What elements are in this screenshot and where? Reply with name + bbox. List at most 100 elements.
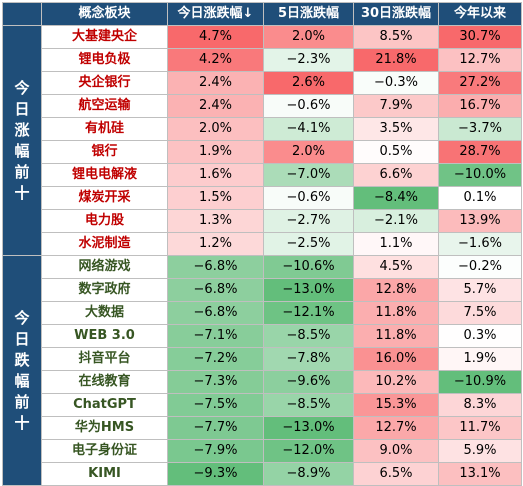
cell-30day-change: 0.5%: [353, 140, 439, 164]
cell-30day-change: 6.5%: [353, 462, 439, 486]
sector-name[interactable]: 数字政府: [41, 278, 168, 302]
cell-5day-change: −0.6%: [263, 94, 354, 118]
cell-30day-change: 9.0%: [353, 439, 439, 463]
table-row[interactable]: 数字政府 −6.8% −13.0% 12.8% 5.7%: [3, 278, 522, 302]
cell-5day-change: 2.6%: [263, 71, 354, 95]
cell-5day-change: −12.1%: [263, 301, 354, 325]
header-row: 概念板块 今日涨跌幅↓ 5日涨跌幅 30日涨跌幅 今年以来: [2, 2, 522, 26]
cell-30day-change: 21.8%: [353, 48, 439, 72]
sector-name[interactable]: 大基建央企: [41, 25, 168, 49]
sector-name[interactable]: 央企银行: [41, 71, 168, 95]
cell-ytd-change: 5.9%: [438, 439, 522, 463]
table-row[interactable]: 大数据 −6.8% −12.1% 11.8% 7.5%: [3, 301, 522, 325]
header-30day-change[interactable]: 30日涨跌幅: [353, 2, 439, 26]
table-row[interactable]: 在线教育 −7.3% −9.6% 10.2% −10.9%: [3, 370, 522, 394]
sector-name[interactable]: 网络游戏: [41, 255, 168, 279]
table-row[interactable]: 银行 1.9% 2.0% 0.5% 28.7%: [3, 140, 522, 164]
sector-name[interactable]: ChatGPT: [41, 393, 168, 417]
table-row[interactable]: 央企银行 2.4% 2.6% −0.3% 27.2%: [3, 71, 522, 95]
sector-name[interactable]: 抖音平台: [41, 347, 168, 371]
cell-5day-change: −12.0%: [263, 439, 354, 463]
cell-today-change: 2.4%: [167, 94, 264, 118]
sector-name[interactable]: WEB 3.0: [41, 324, 168, 348]
cell-30day-change: 1.1%: [353, 232, 439, 256]
cell-today-change: 1.2%: [167, 232, 264, 256]
cell-5day-change: −7.8%: [263, 347, 354, 371]
sector-name[interactable]: 银行: [41, 140, 168, 164]
cell-ytd-change: 30.7%: [438, 25, 522, 49]
sector-name[interactable]: 水泥制造: [41, 232, 168, 256]
sector-name[interactable]: 华为HMS: [41, 416, 168, 440]
cell-5day-change: −8.9%: [263, 462, 354, 486]
header-corner: [2, 2, 42, 26]
cell-today-change: −7.3%: [167, 370, 264, 394]
cell-today-change: −6.8%: [167, 278, 264, 302]
cell-5day-change: −7.0%: [263, 163, 354, 187]
table-row[interactable]: 华为HMS −7.7% −13.0% 12.7% 11.7%: [3, 416, 522, 440]
table-row[interactable]: 航空运输 2.4% −0.6% 7.9% 16.7%: [3, 94, 522, 118]
table-row[interactable]: 有机硅 2.0% −4.1% 3.5% −3.7%: [3, 117, 522, 141]
table-row[interactable]: 今日涨幅前十 大基建央企 4.7% 2.0% 8.5% 30.7%: [2, 25, 522, 256]
header-ytd-change[interactable]: 今年以来: [438, 2, 522, 26]
cell-ytd-change: 13.9%: [438, 209, 522, 233]
cell-5day-change: −2.3%: [263, 48, 354, 72]
cell-5day-change: 2.0%: [263, 25, 354, 49]
table-row[interactable]: 水泥制造 1.2% −2.5% 1.1% −1.6%: [3, 232, 522, 256]
sector-name[interactable]: 在线教育: [41, 370, 168, 394]
header-5day-change[interactable]: 5日涨跌幅: [263, 2, 354, 26]
cell-30day-change: 10.2%: [353, 370, 439, 394]
cell-5day-change: 2.0%: [263, 140, 354, 164]
cell-ytd-change: −3.7%: [438, 117, 522, 141]
table-row[interactable]: 煤炭开采 1.5% −0.6% −8.4% 0.1%: [3, 186, 522, 210]
table-row[interactable]: 电子身份证 −7.9% −12.0% 9.0% 5.9%: [3, 439, 522, 463]
group-label-text: 今日跌幅前十: [14, 308, 30, 432]
table-row[interactable]: 电力股 1.3% −2.7% −2.1% 13.9%: [3, 209, 522, 233]
sector-name[interactable]: 大数据: [41, 301, 168, 325]
cell-30day-change: 6.6%: [353, 163, 439, 187]
sector-name[interactable]: 煤炭开采: [41, 186, 168, 210]
table-row[interactable]: 今日跌幅前十 网络游戏 −6.8% −10.6% 4.5% −0.2%: [2, 255, 522, 486]
table-row[interactable]: 锂电电解液 1.6% −7.0% 6.6% −10.0%: [3, 163, 522, 187]
cell-ytd-change: 8.3%: [438, 393, 522, 417]
cell-5day-change: −10.6%: [263, 255, 354, 279]
cell-today-change: −7.5%: [167, 393, 264, 417]
sector-name[interactable]: 有机硅: [41, 117, 168, 141]
table-row[interactable]: KIMI −9.3% −8.9% 6.5% 13.1%: [3, 462, 522, 486]
cell-30day-change: 15.3%: [353, 393, 439, 417]
cell-5day-change: −8.5%: [263, 324, 354, 348]
header-sector: 概念板块: [41, 2, 168, 26]
group-label-text: 今日涨幅前十: [14, 78, 30, 202]
cell-ytd-change: 0.3%: [438, 324, 522, 348]
table-row[interactable]: 锂电负极 4.2% −2.3% 21.8% 12.7%: [3, 48, 522, 72]
sector-name[interactable]: 锂电电解液: [41, 163, 168, 187]
cell-ytd-change: −10.9%: [438, 370, 522, 394]
cell-30day-change: −2.1%: [353, 209, 439, 233]
cell-5day-change: −8.5%: [263, 393, 354, 417]
table-row[interactable]: ChatGPT −7.5% −8.5% 15.3% 8.3%: [3, 393, 522, 417]
table-row[interactable]: WEB 3.0 −7.1% −8.5% 11.8% 0.3%: [3, 324, 522, 348]
group-label-losers: 今日跌幅前十: [2, 255, 42, 486]
cell-30day-change: 3.5%: [353, 117, 439, 141]
cell-30day-change: 11.8%: [353, 301, 439, 325]
sector-name[interactable]: 电力股: [41, 209, 168, 233]
sector-name[interactable]: KIMI: [41, 462, 168, 486]
cell-ytd-change: 11.7%: [438, 416, 522, 440]
sector-name[interactable]: 电子身份证: [41, 439, 168, 463]
cell-today-change: −6.8%: [167, 255, 264, 279]
cell-ytd-change: −10.0%: [438, 163, 522, 187]
sector-name[interactable]: 锂电负极: [41, 48, 168, 72]
cell-ytd-change: 12.7%: [438, 48, 522, 72]
cell-today-change: 2.0%: [167, 117, 264, 141]
sector-name[interactable]: 航空运输: [41, 94, 168, 118]
cell-30day-change: −8.4%: [353, 186, 439, 210]
cell-today-change: 1.3%: [167, 209, 264, 233]
cell-today-change: 4.2%: [167, 48, 264, 72]
cell-30day-change: −0.3%: [353, 71, 439, 95]
header-today-change[interactable]: 今日涨跌幅↓: [167, 2, 264, 26]
table-row[interactable]: 抖音平台 −7.2% −7.8% 16.0% 1.9%: [3, 347, 522, 371]
cell-5day-change: −0.6%: [263, 186, 354, 210]
cell-30day-change: 8.5%: [353, 25, 439, 49]
group-label-gainers: 今日涨幅前十: [2, 25, 42, 256]
cell-today-change: −7.7%: [167, 416, 264, 440]
